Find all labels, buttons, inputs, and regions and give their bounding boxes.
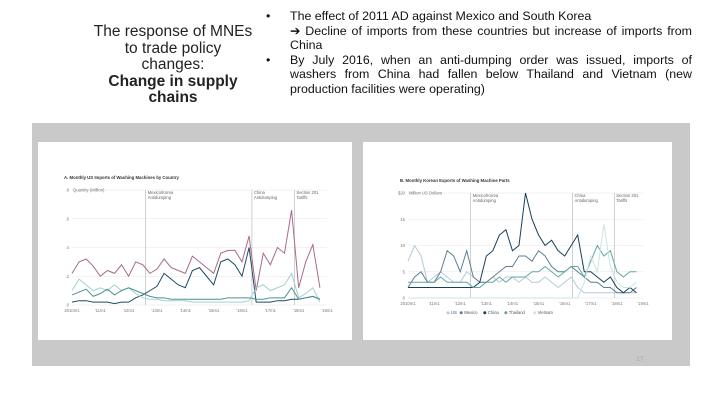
series-line [71, 286, 321, 300]
title-line: The response of MNEs [93, 23, 253, 40]
legend-label: Mexico [464, 310, 478, 315]
legend-marker [533, 311, 537, 315]
title-line: to trade policy [124, 39, 222, 57]
chart-title: A. Monthly US Imports of Washing Machine… [64, 175, 180, 180]
event-label: Antidumping [254, 195, 278, 200]
event-label: Antidumping [148, 195, 172, 200]
x-tick-label: '15m1 [208, 308, 220, 313]
bullet-text: By July 2016, when an anti-dumping order… [290, 52, 692, 96]
legend-label: US [451, 310, 457, 315]
event-label: China [575, 193, 587, 198]
y-tick-label: 10 [400, 243, 405, 248]
y-tick-label: 15 [400, 217, 405, 222]
y-tick-label: 0 [403, 296, 406, 301]
event-label: Antidumping [575, 198, 599, 203]
event-label: Mexico/Korea [148, 190, 174, 195]
page-number: 17 [636, 356, 644, 363]
legend-label: China [488, 310, 500, 315]
x-tick-label: '11m1 [95, 308, 107, 313]
y-tick-label: 5 [403, 269, 406, 274]
x-tick-label: '16m1 [236, 308, 248, 313]
x-tick-label: '12m1 [455, 301, 467, 306]
x-tick-label: '13m1 [481, 301, 493, 306]
series-line [407, 244, 637, 294]
x-tick-label: '18m1 [611, 301, 623, 306]
event-label: Antidumping [473, 198, 497, 203]
legend-label: Vietnam [538, 310, 554, 315]
x-tick-label: '11m1 [429, 301, 441, 306]
x-tick-label: '13m1 [151, 308, 163, 313]
bullet-list: • The effect of 2011 AD against Mexico a… [262, 9, 692, 97]
legend-marker [504, 311, 508, 315]
x-tick-label: '14m1 [180, 308, 192, 313]
x-tick-label: '15m1 [533, 301, 545, 306]
y-tick-label: .2 [66, 274, 70, 279]
y-tick-label: 0 [67, 303, 70, 308]
x-tick-label: '17m1 [265, 308, 277, 313]
y-axis-label: Million US Dollars [409, 191, 442, 196]
series-line [408, 224, 637, 299]
series-line [408, 244, 637, 288]
bullet-icon: • [266, 9, 271, 23]
series-line [71, 210, 321, 291]
x-tick-label: '14m1 [507, 301, 519, 306]
series-line [71, 272, 321, 303]
event-label: Tariffs [616, 198, 627, 203]
x-tick-label: '16m1 [559, 301, 571, 306]
title-bold-line: chains [148, 89, 198, 106]
bullet-item: • The effect of 2011 AD against Mexico a… [262, 9, 692, 53]
event-label: Section 201 [616, 193, 639, 198]
x-tick-label: '19m1 [321, 308, 333, 313]
chart-us-imports: A. Monthly US Imports of Washing Machine… [64, 175, 333, 313]
chart-card-us-imports: A. Monthly US Imports of Washing Machine… [38, 142, 352, 340]
slide-title: The response of MNEs to trade policy cha… [58, 23, 288, 107]
title-line: changes: [141, 56, 205, 73]
x-tick-label: '19m1 [637, 301, 649, 306]
y-tick-label: .6 [66, 216, 70, 221]
y-tick-label: .4 [66, 245, 70, 250]
series-line [71, 247, 321, 305]
event-label: China [254, 190, 266, 195]
bullet-icon: • [266, 52, 271, 67]
x-tick-label: 2010m1 [400, 301, 416, 306]
bullet-subtext: ➔ Decline of imports from these countrie… [290, 23, 692, 53]
event-label: Mexico/Korea [473, 193, 499, 198]
series-line [408, 192, 637, 294]
event-label: Tariffs [296, 195, 307, 200]
x-tick-label: 2010m1 [64, 308, 80, 313]
legend-marker [483, 311, 487, 315]
legend-marker [446, 311, 450, 315]
x-tick-label: '17m1 [585, 301, 597, 306]
x-tick-label: '12m1 [123, 308, 135, 313]
y-axis-label: Quantity (Million) [73, 188, 105, 193]
bullet-text: The effect of 2011 AD against Mexico and… [290, 9, 592, 23]
event-label: Section 201 [296, 190, 319, 195]
y-tick-label: .8 [66, 188, 70, 193]
chart-card-korean-exports: B. Monthly Korean Exports of Washing Mac… [363, 142, 672, 340]
series-line [407, 248, 637, 294]
legend-marker [459, 311, 463, 315]
chart-title: B. Monthly Korean Exports of Washing Mac… [400, 178, 510, 183]
legend-label: Thailand [509, 310, 526, 315]
x-tick-label: '18m1 [293, 308, 305, 313]
y-tick-label: $20 [398, 191, 406, 196]
bullet-item: • By July 2016, when an anti-dumping ord… [262, 53, 692, 97]
chart-korean-exports: B. Monthly Korean Exports of Washing Mac… [398, 178, 649, 315]
title-bold-line: Change in supply [108, 72, 238, 90]
